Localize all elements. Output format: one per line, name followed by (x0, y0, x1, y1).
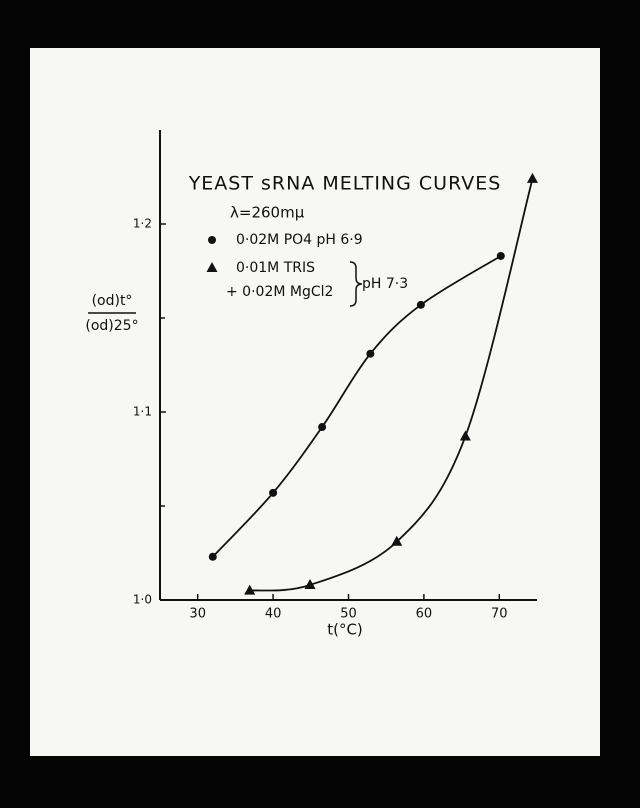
x-axis-label: t(°C) (327, 621, 363, 639)
series-line (212, 255, 502, 558)
circle-marker (318, 423, 327, 432)
circle-marker (208, 552, 217, 561)
y-axis-label-bottom: (od)25° (85, 318, 138, 334)
circle-marker (269, 488, 278, 497)
legend-extra: + 0·02M MgCl2 (226, 284, 333, 300)
triangle-marker (304, 578, 316, 589)
subtitle: λ=260mμ (230, 204, 305, 222)
circle-marker (208, 236, 216, 244)
x-tick-label: 70 (491, 607, 508, 622)
legend-brace (349, 261, 363, 307)
triangle-marker (526, 172, 538, 183)
x-tick-label: 50 (340, 607, 357, 622)
circle-marker (366, 349, 375, 358)
triangle-marker (391, 535, 403, 546)
legend-label: 0·02M PO4 pH 6·9 (236, 232, 363, 248)
chart-title: YEAST sRNA MELTING CURVES (188, 173, 502, 195)
x-tick-label: 60 (416, 607, 433, 622)
y-axis-label-top: (od)t° (92, 293, 133, 309)
x-tick-label: 30 (189, 607, 206, 622)
legend-label: 0·01M TRIS (236, 260, 315, 276)
circle-marker (416, 300, 425, 309)
y-tick-label: 1·1 (133, 405, 152, 419)
y-tick-label: 1·2 (133, 217, 152, 231)
triangle-marker (459, 430, 471, 441)
photo-card (30, 48, 600, 756)
y-tick-label: 1·0 (133, 593, 152, 607)
triangle-marker (244, 584, 256, 595)
triangle-marker (206, 262, 218, 272)
circle-marker (496, 251, 505, 260)
x-tick-label: 40 (265, 607, 282, 622)
legend-extra: pH 7·3 (362, 276, 408, 292)
